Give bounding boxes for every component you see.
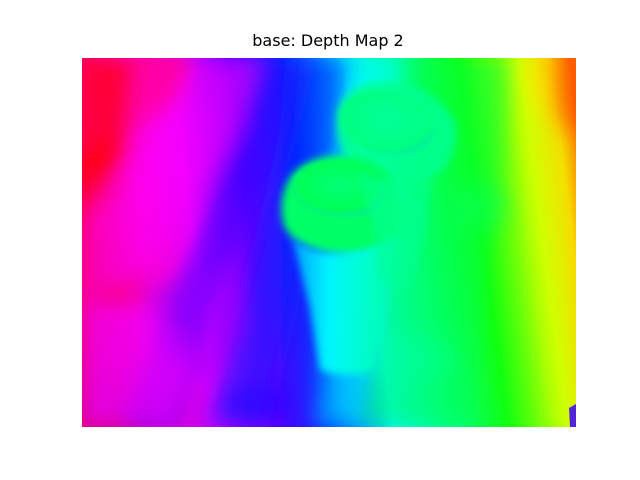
depth-map-image — [82, 58, 576, 427]
figure-title: base: Depth Map 2 — [252, 31, 404, 50]
